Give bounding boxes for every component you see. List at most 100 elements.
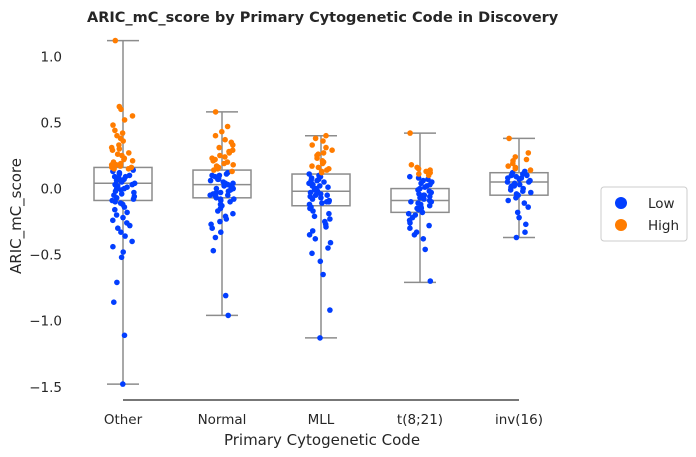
data-point <box>321 179 327 185</box>
data-point <box>211 167 217 173</box>
data-point <box>420 236 427 242</box>
data-point <box>122 233 128 239</box>
data-point <box>217 196 224 202</box>
data-point <box>118 229 124 235</box>
series-low <box>109 167 534 387</box>
data-point <box>317 335 323 341</box>
data-point <box>131 189 137 196</box>
data-point <box>116 146 123 152</box>
data-point <box>505 197 512 204</box>
series-high <box>108 37 534 179</box>
data-point <box>124 220 130 226</box>
data-point <box>514 209 521 216</box>
x-tick-label: t(8;21) <box>397 412 443 428</box>
data-point <box>524 172 530 179</box>
data-point <box>506 135 512 142</box>
data-point <box>315 164 322 171</box>
data-point <box>511 183 518 189</box>
data-point <box>213 189 220 196</box>
box-plot <box>489 137 549 239</box>
data-point <box>222 292 229 299</box>
data-point <box>129 113 136 119</box>
data-point <box>413 229 420 235</box>
data-point <box>415 175 422 181</box>
x-tick-label: inv(16) <box>495 412 543 428</box>
box-plot <box>93 39 153 385</box>
data-point <box>320 150 327 156</box>
data-point <box>309 163 315 169</box>
data-point <box>128 164 135 171</box>
data-point <box>216 144 222 151</box>
data-point <box>429 179 435 185</box>
y-tick-label: 1.0 <box>41 49 62 65</box>
data-point <box>312 135 319 142</box>
data-point <box>528 189 534 196</box>
legend-marker-low <box>615 197 627 209</box>
data-point <box>319 200 325 206</box>
data-point <box>122 173 129 180</box>
data-point <box>124 184 130 190</box>
data-point <box>118 106 124 113</box>
data-point <box>222 213 229 220</box>
data-point <box>219 128 225 135</box>
data-point <box>129 158 136 164</box>
y-tick-label: 0.0 <box>41 182 62 198</box>
data-point <box>126 150 132 156</box>
data-point <box>323 132 329 139</box>
data-point <box>523 156 530 163</box>
x-tick-label: Other <box>104 412 143 428</box>
data-point <box>209 172 215 179</box>
data-point <box>224 123 231 130</box>
data-point <box>516 181 523 188</box>
data-point <box>212 109 219 115</box>
data-point <box>408 199 414 205</box>
data-point <box>425 172 432 179</box>
data-point <box>311 213 318 220</box>
y-tick-label: −0.5 <box>29 248 62 264</box>
data-point <box>121 117 128 123</box>
data-point <box>417 185 423 192</box>
data-point <box>422 246 429 253</box>
data-point <box>325 245 331 251</box>
data-point <box>212 132 219 139</box>
data-point <box>513 173 520 180</box>
data-point <box>315 151 322 157</box>
data-point <box>320 159 327 165</box>
y-tick-label: 0.5 <box>41 116 62 132</box>
data-point <box>221 183 227 189</box>
data-point <box>117 163 124 169</box>
data-point <box>307 193 314 200</box>
data-point <box>426 188 433 194</box>
data-point <box>112 206 118 213</box>
data-point <box>110 243 116 250</box>
x-tick-label: MLL <box>308 412 335 428</box>
data-point <box>523 221 529 228</box>
data-point <box>231 196 237 202</box>
data-point <box>427 278 434 284</box>
x-tick-label: Normal <box>198 412 247 428</box>
data-point <box>120 214 126 221</box>
legend: Low High <box>600 186 688 242</box>
data-point <box>407 130 413 136</box>
data-point <box>416 171 422 177</box>
data-point <box>110 122 116 128</box>
data-point <box>314 177 320 184</box>
data-point <box>210 247 217 254</box>
data-point <box>323 144 329 151</box>
legend-marker-high <box>615 219 627 231</box>
data-point <box>222 154 228 160</box>
data-point <box>113 195 120 201</box>
data-point <box>327 307 333 313</box>
data-point <box>415 166 422 172</box>
data-point <box>327 239 334 246</box>
data-point <box>218 229 224 235</box>
data-point <box>418 205 425 212</box>
y-axis-label: ARIC_mC_score <box>7 158 26 274</box>
data-point <box>509 169 516 176</box>
legend-label-high: High <box>648 218 679 234</box>
data-point <box>405 210 412 217</box>
data-point <box>121 156 127 163</box>
data-point <box>522 229 528 235</box>
data-point <box>320 271 326 278</box>
data-point <box>426 222 432 229</box>
